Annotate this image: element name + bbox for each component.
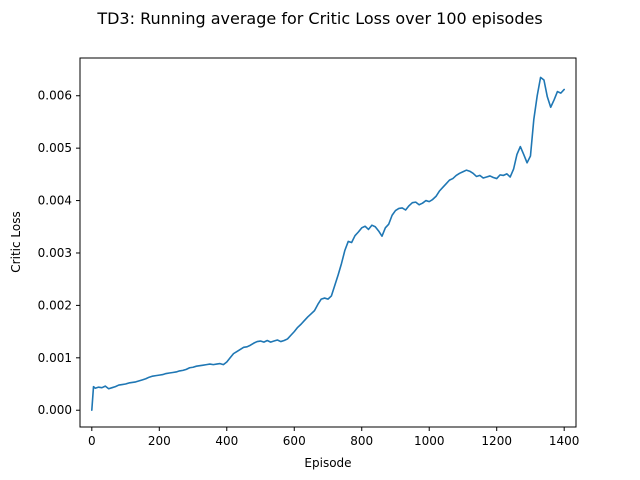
x-axis-label: Episode [304,456,351,470]
chart-title: TD3: Running average for Critic Loss ove… [96,9,542,28]
plot-area [80,58,576,427]
x-tick-label: 1400 [549,434,580,448]
y-tick-label: 0.000 [38,403,72,417]
y-tick-label: 0.005 [38,141,72,155]
x-tick-label: 200 [148,434,171,448]
x-tick-label: 1000 [414,434,445,448]
axes-background [80,58,576,427]
y-tick-label: 0.004 [38,194,72,208]
x-tick-label: 0 [88,434,96,448]
x-tick-label: 400 [215,434,238,448]
y-tick-label: 0.002 [38,298,72,312]
x-tick-label: 800 [350,434,373,448]
y-axis-label: Critic Loss [9,211,23,272]
y-tick-label: 0.001 [38,351,72,365]
axes-frame [79,57,577,428]
y-tick-label: 0.003 [38,246,72,260]
series-layer [91,76,565,412]
x-axis-ticks: 0 200 400 600 800 1000 1200 1400 [88,427,579,448]
x-tick-label: 1200 [481,434,512,448]
y-tick-label: 0.006 [38,89,72,103]
x-tick-label: 600 [283,434,306,448]
y-axis-ticks: 0.000 0.001 0.002 0.003 0.004 0.005 0.006 [38,89,80,417]
series-line-1 [91,76,565,412]
